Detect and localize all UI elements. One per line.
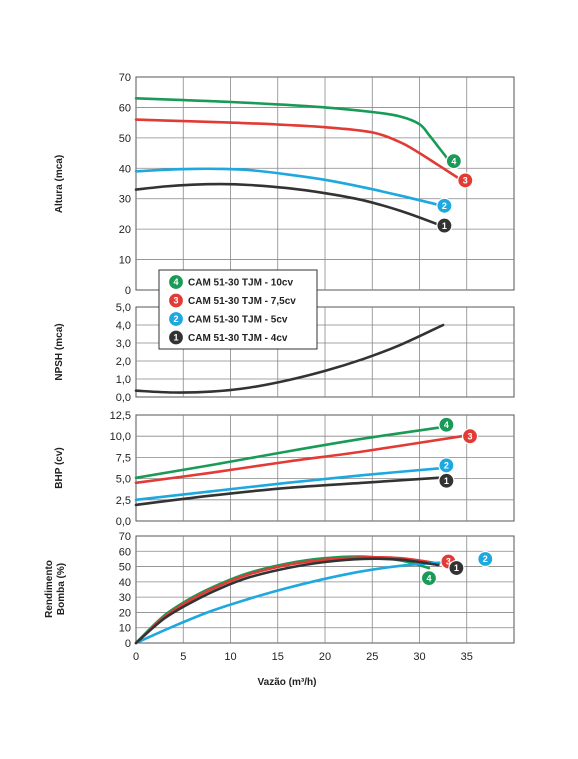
x-tick-label: 35 [461, 651, 473, 663]
svg-text:1: 1 [173, 333, 178, 343]
svg-text:1: 1 [454, 563, 459, 573]
series-badge-4: 4 [420, 569, 438, 587]
svg-text:2: 2 [173, 314, 178, 324]
legend-box [158, 269, 318, 350]
series-badge-2: 2 [436, 197, 453, 214]
y-tick-label: 5,0 [116, 302, 131, 314]
y-tick-label: 4,0 [116, 320, 131, 332]
series-badge-2: 2 [477, 550, 494, 568]
y-tick-label: 60 [119, 102, 131, 114]
series-line-4 [134, 426, 440, 480]
y-tick-label: 30 [119, 592, 131, 604]
svg-text:4: 4 [444, 420, 449, 430]
legend-label: CAM 51-30 TJM - 5cv [188, 315, 288, 326]
y-tick-label: 12,5 [110, 410, 131, 422]
series-line-1 [134, 476, 440, 507]
y-tick-label: 0,0 [116, 516, 131, 528]
x-axis: 0 5 10 15 20 25 30 35 [133, 651, 473, 663]
y-axis-label: BHP (cv) [54, 447, 65, 489]
y-tick-label: 40 [119, 577, 131, 589]
series-badge-3: 3 [457, 172, 474, 189]
series-line-1 [134, 557, 440, 645]
y-tick-label: 20 [119, 607, 131, 619]
x-tick-label: 0 [133, 651, 139, 663]
x-tick-label: 15 [272, 651, 284, 663]
series-line-3 [134, 118, 459, 179]
y-tick-label: 2,0 [116, 356, 131, 368]
series-line-1 [134, 182, 440, 226]
svg-text:1: 1 [442, 221, 447, 231]
y-tick-label: 0,0 [116, 392, 131, 404]
y-axis-label: Altura (mca) [54, 155, 65, 213]
y-tick-label: 10,0 [110, 431, 131, 443]
y-tick-label: 0 [125, 638, 131, 650]
svg-text:4: 4 [173, 277, 178, 287]
legend-badge-4: 4 [167, 273, 185, 291]
y-tick-label: 5,0 [116, 474, 131, 486]
panel-rendimento: 0 10 20 30 40 50 60 70 RendimentoBomba (%) 4 3 2 1 [44, 531, 515, 650]
y-tick-label: 0 [125, 285, 131, 297]
series-line-1 [134, 323, 445, 394]
series-line-2 [134, 467, 440, 502]
y-tick-label: 20 [119, 224, 131, 236]
y-tick-label: 50 [119, 562, 131, 574]
y-tick-label: 7,5 [116, 452, 131, 464]
y-tick-label: 50 [119, 133, 131, 145]
series-line-4 [134, 97, 450, 161]
x-axis-label: Vazão (m³/h) [258, 677, 317, 688]
svg-text:3: 3 [173, 296, 178, 306]
y-tick-label: 1,0 [116, 374, 131, 386]
series-line-2 [134, 167, 440, 207]
series-badge-2: 2 [438, 457, 455, 474]
series-badge-3: 3 [461, 428, 479, 445]
series-badge-4: 4 [445, 153, 462, 170]
svg-text:3: 3 [463, 176, 468, 186]
y-tick-label: 70 [119, 72, 131, 84]
y-tick-label: 40 [119, 163, 131, 175]
svg-text:1: 1 [444, 476, 449, 486]
x-tick-label: 5 [180, 651, 186, 663]
y-tick-label: 3,0 [116, 338, 131, 350]
y-tick-label: 60 [119, 546, 131, 558]
svg-text:4: 4 [426, 573, 431, 583]
series-badge-1: 1 [436, 217, 453, 234]
legend-badge-3: 3 [167, 292, 185, 309]
series-line-2 [134, 560, 459, 645]
y-tick-label: 2,5 [116, 495, 131, 507]
y-axis-label: NPSH (mca) [54, 323, 65, 380]
svg-text:2: 2 [444, 461, 449, 471]
x-tick-label: 30 [413, 651, 425, 663]
legend-badge-1: 1 [167, 329, 185, 346]
legend-label: CAM 51-30 TJM - 4cv [188, 333, 288, 344]
legend: 4 CAM 51-30 TJM - 10cv 3 CAM 51-30 TJM - 7,… [158, 269, 318, 350]
series-badge-4: 4 [438, 416, 455, 433]
svg-text:3: 3 [446, 557, 451, 567]
series-line-3 [134, 555, 440, 645]
y-tick-label: 70 [119, 531, 131, 543]
series-badge-1: 1 [438, 472, 455, 489]
x-tick-label: 10 [224, 651, 236, 663]
svg-text:2: 2 [483, 554, 488, 564]
svg-text:3: 3 [468, 431, 473, 441]
panel-bhp: 0,0 2,5 5,0 7,5 10,0 12,5 BHP (cv) 4 3 2 1 [54, 410, 515, 528]
y-tick-label: 10 [119, 623, 131, 635]
y-axis-label: RendimentoBomba (%) [44, 560, 67, 618]
legend-label: CAM 51-30 TJM - 10cv [188, 278, 293, 289]
y-tick-label: 10 [119, 255, 131, 267]
y-tick-label: 30 [119, 194, 131, 206]
series-badge-1: 1 [448, 559, 465, 577]
x-tick-label: 25 [366, 651, 378, 663]
svg-text:2: 2 [442, 201, 447, 211]
legend-badge-2: 2 [167, 310, 185, 328]
series-line-3 [134, 434, 464, 485]
legend-label: CAM 51-30 TJM - 7,5cv [188, 296, 296, 307]
svg-text:4: 4 [451, 156, 456, 166]
x-tick-label: 20 [319, 651, 331, 663]
